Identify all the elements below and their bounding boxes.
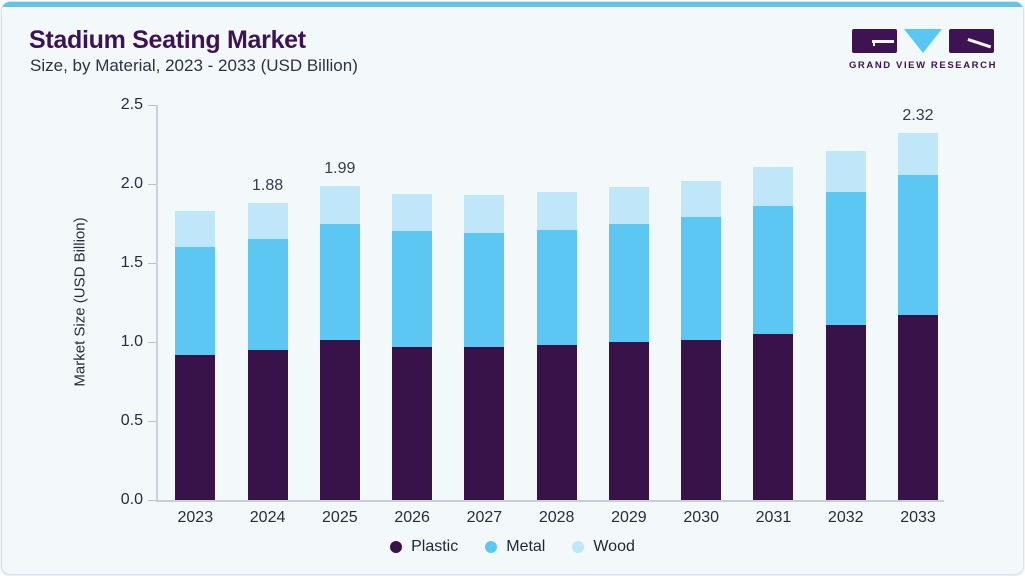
bar-segment-wood-2024 xyxy=(247,202,288,240)
logo-letter-v-icon xyxy=(904,29,942,53)
bar-segment-metal-2027 xyxy=(464,233,505,347)
y-tick-label: 0.0 xyxy=(120,491,143,508)
stacked-bar-2031 xyxy=(753,166,794,500)
stacked-bar-2030 xyxy=(681,180,722,500)
x-tick-label: 2027 xyxy=(466,509,503,526)
bar-total-label-2033: 2.32 xyxy=(902,107,934,125)
bar-segment-metal-2025 xyxy=(319,223,360,341)
y-tick-label: 0.5 xyxy=(120,412,143,429)
y-tick-mark xyxy=(148,420,156,422)
x-axis-line xyxy=(156,500,944,502)
bar-segment-plastic-2026 xyxy=(392,346,433,500)
bar-segment-wood-2026 xyxy=(392,193,433,232)
top-accent-bar xyxy=(2,2,1023,7)
bar-segment-plastic-2028 xyxy=(536,345,577,500)
bar-segment-wood-2031 xyxy=(753,166,794,207)
logo-wordmark: GRAND VIEW RESEARCH xyxy=(848,60,998,71)
y-axis-title: Market Size (USD Billion) xyxy=(71,217,89,387)
page-title: Stadium Seating Market xyxy=(29,26,306,54)
x-tick-label: 2032 xyxy=(827,509,864,526)
legend-item-wood: Wood xyxy=(572,538,635,556)
bar-segment-wood-2027 xyxy=(464,195,505,233)
bar-total-label-2024: 1.88 xyxy=(251,176,284,194)
bar-segment-wood-2028 xyxy=(536,191,577,230)
stacked-bar-2026 xyxy=(392,193,433,500)
y-axis-line xyxy=(156,105,158,502)
logo-glyphs xyxy=(847,29,999,54)
legend-label: Plastic xyxy=(411,538,459,555)
stacked-bar-2033 xyxy=(898,133,938,500)
bar-segment-plastic-2030 xyxy=(681,340,722,500)
legend-dot-plastic xyxy=(390,541,403,553)
bar-segment-metal-2029 xyxy=(608,223,649,342)
bar-segment-plastic-2033 xyxy=(898,315,938,500)
x-tick-label: 2024 xyxy=(249,509,286,526)
y-tick-label: 2.5 xyxy=(120,96,143,113)
y-tick-label: 1.5 xyxy=(120,254,143,271)
bar-segment-plastic-2024 xyxy=(247,349,288,500)
bar-segment-wood-2023 xyxy=(175,210,216,248)
x-tick-label: 2028 xyxy=(538,509,575,526)
page-subtitle: Size, by Material, 2023 - 2033 (USD Bill… xyxy=(30,56,358,75)
bar-segment-metal-2028 xyxy=(536,229,577,346)
stacked-bar-2025 xyxy=(319,185,360,500)
stacked-bar-2023 xyxy=(175,210,216,500)
legend-label: Metal xyxy=(506,538,546,555)
logo-letter-r-icon xyxy=(949,29,994,53)
bar-segment-metal-2030 xyxy=(681,217,722,341)
chart-legend: Plastic Metal Wood xyxy=(2,538,1023,556)
x-tick-label: 2031 xyxy=(755,509,792,526)
y-tick-mark xyxy=(148,341,156,343)
x-tick-label: 2030 xyxy=(683,509,719,526)
bar-segment-metal-2023 xyxy=(175,247,216,355)
logo-letter-g-icon xyxy=(852,29,897,53)
y-tick-label: 1.0 xyxy=(120,333,143,350)
y-tick-label: 2.0 xyxy=(120,175,143,192)
bar-segment-plastic-2025 xyxy=(319,340,360,500)
legend-dot-wood xyxy=(572,541,585,553)
legend-label: Wood xyxy=(593,538,635,555)
bar-segment-wood-2029 xyxy=(608,187,649,224)
y-tick-mark xyxy=(148,183,156,185)
stacked-bar-2028 xyxy=(536,191,577,500)
bar-segment-wood-2033 xyxy=(898,133,938,175)
bar-segment-metal-2031 xyxy=(753,206,794,335)
bar-segment-plastic-2029 xyxy=(608,342,649,500)
y-tick-mark xyxy=(148,499,156,501)
stacked-bar-2032 xyxy=(825,150,866,500)
bar-segment-plastic-2023 xyxy=(175,354,216,500)
bar-segment-wood-2025 xyxy=(319,185,360,224)
bar-segment-plastic-2031 xyxy=(753,334,794,500)
bar-segment-metal-2024 xyxy=(247,239,288,350)
y-tick-mark xyxy=(148,104,156,106)
stacked-bar-2024 xyxy=(247,202,288,500)
bar-segment-wood-2032 xyxy=(825,150,866,192)
stacked-bar-2027 xyxy=(464,195,505,500)
x-tick-label: 2023 xyxy=(177,509,214,526)
bar-segment-wood-2030 xyxy=(681,180,722,218)
legend-dot-metal xyxy=(485,541,498,553)
bar-chart-plot-area: 0.0 0.5 1.0 1.5 2.0 2.5 2023 2024 1.88 2025 1.99 20… xyxy=(121,96,944,526)
bar-total-label-2025: 1.99 xyxy=(324,159,356,177)
x-tick-label: 2026 xyxy=(394,509,430,526)
bar-segment-metal-2032 xyxy=(825,191,866,325)
y-tick-mark xyxy=(148,262,156,264)
legend-item-plastic: Plastic xyxy=(390,538,458,556)
grand-view-research-logo: GRAND VIEW RESEARCH xyxy=(847,29,999,71)
x-tick-label: 2025 xyxy=(322,509,358,526)
x-tick-label: 2029 xyxy=(611,509,647,526)
x-tick-label: 2033 xyxy=(900,509,936,526)
bar-segment-plastic-2027 xyxy=(464,346,505,500)
bar-segment-metal-2026 xyxy=(392,231,433,347)
stacked-bar-2029 xyxy=(608,187,649,500)
bar-segment-plastic-2032 xyxy=(825,324,866,500)
legend-item-metal: Metal xyxy=(485,538,545,556)
bar-segment-metal-2033 xyxy=(898,174,938,316)
